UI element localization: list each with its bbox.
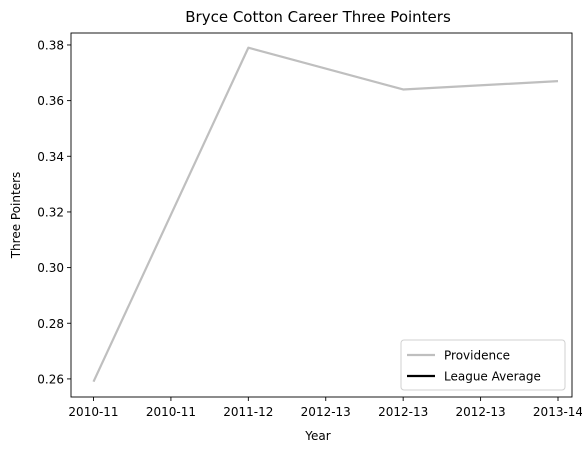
legend-label: League Average [444, 370, 541, 384]
y-tick-label: 0.32 [37, 205, 64, 219]
y-tick-label: 0.34 [37, 150, 64, 164]
y-tick-label: 0.38 [37, 38, 64, 52]
y-tick-label: 0.36 [37, 94, 64, 108]
x-axis-label: Year [304, 429, 330, 443]
chart-title: Bryce Cotton Career Three Pointers [185, 8, 451, 26]
y-tick-label: 0.26 [37, 372, 64, 386]
legend-label: Providence [444, 349, 510, 363]
x-tick-label: 2013-14 [533, 405, 582, 419]
x-tick-label: 2011-12 [223, 405, 273, 419]
y-tick-label: 0.28 [37, 317, 64, 331]
x-tick-label: 2010-11 [68, 405, 118, 419]
x-tick-label: 2012-13 [301, 405, 351, 419]
x-tick-label: 2012-13 [378, 405, 428, 419]
x-tick-label: 2012-13 [456, 405, 506, 419]
y-axis-label: Three Pointers [9, 172, 23, 260]
y-tick-label: 0.30 [37, 261, 64, 275]
x-tick-label: 2010-11 [146, 405, 196, 419]
series-line-providence [94, 48, 559, 382]
legend: Providence League Average [401, 340, 565, 390]
